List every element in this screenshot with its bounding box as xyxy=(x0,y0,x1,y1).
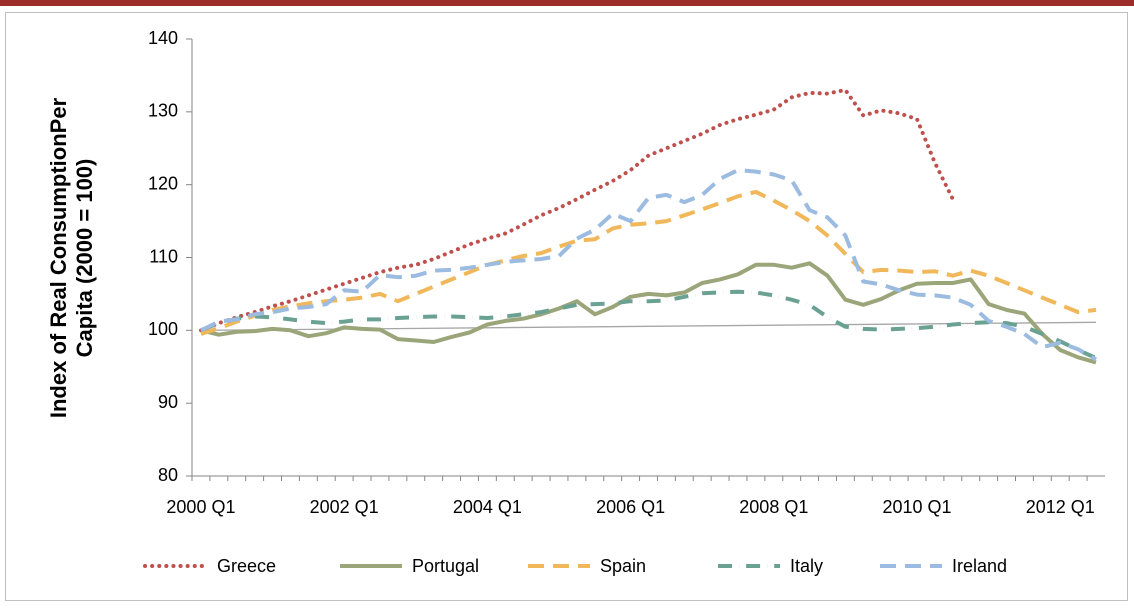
legend-label: Ireland xyxy=(952,556,1007,576)
y-tick-label: 120 xyxy=(148,173,178,193)
y-tick-label: 130 xyxy=(148,101,178,121)
series-line xyxy=(200,189,1097,336)
series-line xyxy=(200,289,1097,360)
y-axis-title: Index of Real ConsumptionPer Capita (200… xyxy=(46,97,97,418)
legend-label: Greece xyxy=(217,556,276,576)
series-line xyxy=(199,88,955,333)
y-tick-label: 100 xyxy=(148,319,178,339)
series-line xyxy=(200,168,1097,362)
top-bar xyxy=(0,0,1134,6)
y-tick-label: 140 xyxy=(148,28,178,48)
y-tick-label: 110 xyxy=(149,246,178,266)
y-axis-title-line: Capita (2000 = 100) xyxy=(72,159,97,358)
x-tick-label: 2008 Q1 xyxy=(739,497,808,517)
x-tick-label: 2012 Q1 xyxy=(1026,497,1095,517)
x-tick-label: 2000 Q1 xyxy=(166,497,235,517)
x-tick-label: 2002 Q1 xyxy=(310,497,379,517)
series-line xyxy=(200,261,1097,365)
x-tick-label: 2006 Q1 xyxy=(596,497,665,517)
y-axis-title-line: Index of Real ConsumptionPer xyxy=(46,97,71,418)
y-tick-label: 90 xyxy=(158,392,178,412)
legend-label: Spain xyxy=(600,556,646,576)
x-tick-label: 2010 Q1 xyxy=(882,497,951,517)
y-tick-label: 80 xyxy=(158,465,178,485)
legend-label: Italy xyxy=(790,556,823,576)
x-tick-label: 2004 Q1 xyxy=(453,497,522,517)
legend-label: Portugal xyxy=(412,556,479,576)
